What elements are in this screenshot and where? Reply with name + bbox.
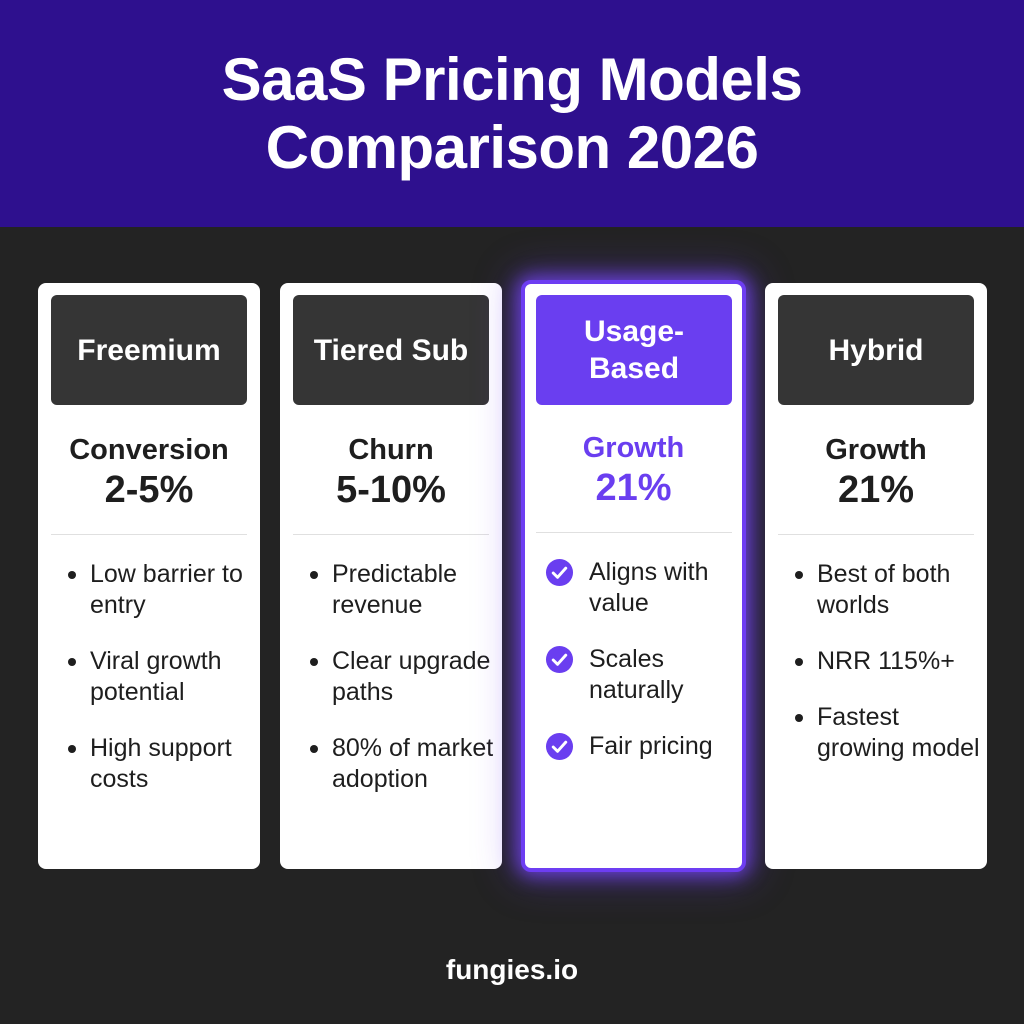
divider — [536, 532, 732, 533]
pricing-card-hybrid: Hybrid Growth 21% Best of both worlds NR… — [765, 283, 987, 869]
pricing-card-tiered-sub: Tiered Sub Churn 5-10% Predictable reven… — [280, 283, 502, 869]
list-item: Viral growth potential — [64, 646, 260, 708]
card-header: Freemium — [51, 295, 247, 405]
list-item: NRR 115%+ — [791, 646, 987, 677]
bullet-text: High support costs — [90, 734, 232, 793]
divider — [51, 534, 247, 535]
divider — [778, 534, 974, 535]
metric-value: 21% — [837, 469, 915, 511]
list-item: Fair pricing — [541, 731, 742, 762]
metric-label: Growth — [582, 432, 685, 464]
list-item: Low barrier to entry — [64, 559, 260, 621]
bullet-text: Fair pricing — [589, 732, 713, 760]
bullet-text: Viral growth potential — [90, 647, 222, 706]
metric-value: 2-5% — [104, 469, 194, 511]
list-item: Clear upgrade paths — [306, 646, 502, 708]
card-metric: Conversion 2-5% — [38, 433, 260, 513]
footer-brand: fungies.io — [445, 954, 579, 985]
card-name: Usage- Based — [583, 315, 685, 385]
list-item: High support costs — [64, 733, 260, 795]
bullet-dot-icon — [795, 714, 803, 722]
list-item: Aligns with value — [541, 557, 742, 619]
page-title: SaaS Pricing Models Comparison 2026 — [222, 46, 803, 182]
bullet-text: Fastest growing model — [817, 703, 980, 762]
bullet-text: NRR 115%+ — [817, 647, 955, 675]
metric-label: Conversion — [69, 434, 229, 466]
list-item: Predictable revenue — [306, 559, 502, 621]
feature-list: Best of both worlds NRR 115%+ Fastest gr… — [791, 559, 987, 789]
check-circle-icon — [545, 558, 574, 587]
card-name: Tiered Sub — [313, 333, 469, 367]
divider — [293, 534, 489, 535]
card-name: Freemium — [77, 333, 221, 367]
pricing-card-freemium: Freemium Conversion 2-5% Low barrier to … — [38, 283, 260, 869]
list-item: 80% of market adoption — [306, 733, 502, 795]
card-header: Tiered Sub — [293, 295, 489, 405]
page-title-line-2: Comparison 2026 — [265, 113, 759, 181]
metric-value: 5-10% — [336, 469, 446, 511]
card-header: Usage- Based — [536, 295, 732, 405]
metric-label: Churn — [348, 434, 434, 466]
bullet-dot-icon — [795, 571, 803, 579]
bullet-dot-icon — [68, 571, 76, 579]
bullet-text: Scales naturally — [589, 645, 684, 704]
card-metric: Growth 21% — [765, 433, 987, 513]
check-circle-icon — [545, 732, 574, 761]
list-item: Best of both worlds — [791, 559, 987, 621]
bullet-text: Aligns with value — [589, 558, 709, 617]
bullet-dot-icon — [310, 745, 318, 753]
bullet-dot-icon — [68, 745, 76, 753]
card-metric: Churn 5-10% — [280, 433, 502, 513]
feature-list: Low barrier to entry Viral growth potent… — [64, 559, 260, 820]
metric-label: Growth — [825, 434, 927, 466]
card-name: Hybrid — [828, 333, 924, 367]
list-item: Scales naturally — [541, 644, 742, 706]
bullet-dot-icon — [310, 571, 318, 579]
bullet-dot-icon — [68, 658, 76, 666]
feature-list: Predictable revenue Clear upgrade paths … — [306, 559, 502, 820]
card-metric: Growth 21% — [525, 431, 742, 511]
bullet-text: Predictable revenue — [332, 560, 458, 619]
title-banner: SaaS Pricing Models Comparison 2026 — [0, 0, 1024, 227]
feature-list: Aligns with value Scales naturally Fair … — [541, 557, 742, 787]
bullet-text: Low barrier to entry — [90, 560, 243, 619]
bullet-dot-icon — [795, 658, 803, 666]
page-title-line-1: SaaS Pricing Models — [221, 45, 803, 113]
pricing-card-usage-based: Usage- Based Growth 21% Aligns with valu… — [521, 280, 746, 872]
bullet-text: Best of both worlds — [817, 560, 951, 619]
metric-value: 21% — [595, 467, 672, 509]
bullet-dot-icon — [310, 658, 318, 666]
bullet-text: 80% of market adoption — [332, 734, 494, 793]
list-item: Fastest growing model — [791, 702, 987, 764]
card-header: Hybrid — [778, 295, 974, 405]
bullet-text: Clear upgrade paths — [332, 647, 491, 706]
check-circle-icon — [545, 645, 574, 674]
